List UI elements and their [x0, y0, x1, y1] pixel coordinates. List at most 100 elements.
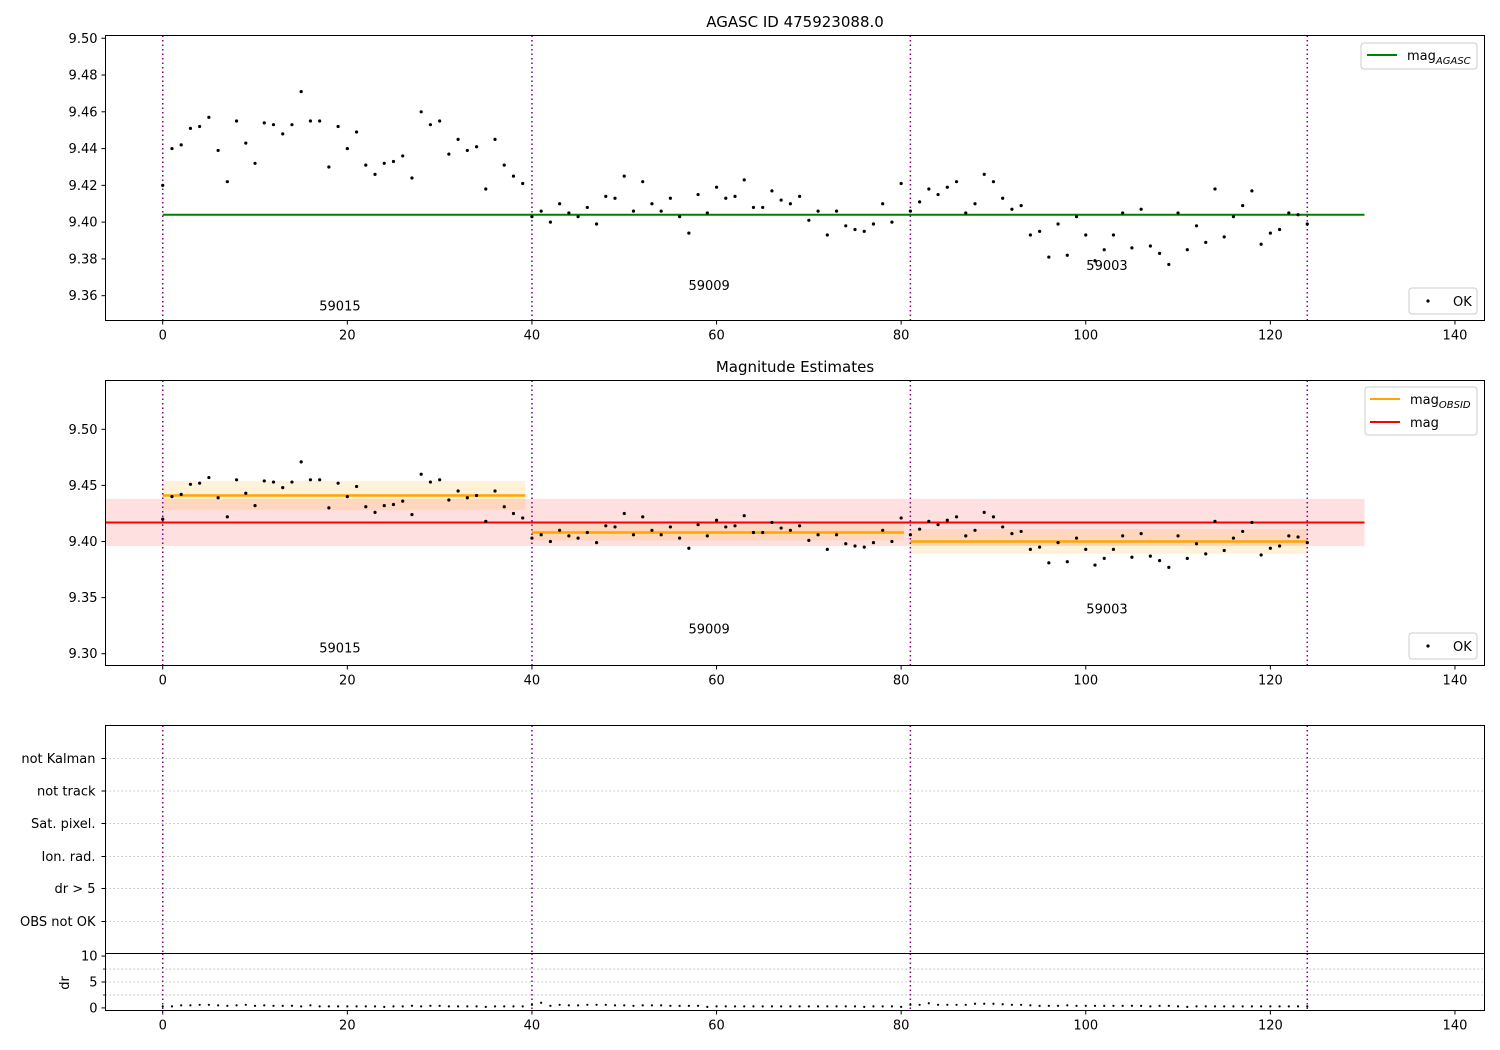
- dr-data-point: [346, 1005, 349, 1008]
- panel-magnitude-data-point: [1001, 525, 1005, 529]
- panel-agasc-title: AGASC ID 475923088.0: [706, 13, 884, 31]
- dr-data-point: [420, 1005, 423, 1008]
- dr-data-point: [1241, 1005, 1244, 1008]
- dr-data-point: [1195, 1005, 1198, 1008]
- dr-data-point: [1269, 1005, 1272, 1008]
- panel-agasc-data-point: [585, 205, 589, 210]
- dr-data-point: [244, 1003, 247, 1006]
- flag-label: not track: [37, 785, 96, 800]
- dr-data-point: [927, 1002, 930, 1005]
- panel-magnitude-data-point: [1102, 556, 1106, 560]
- panel-flags-axes: not Kalman not track Sat. pixel. Ion. rad. d…: [20, 752, 106, 930]
- panel-magnitude-data-point: [1185, 556, 1189, 560]
- panel-magnitude-data-point: [179, 492, 183, 496]
- dr-data-point: [364, 1005, 367, 1008]
- legend-frame: [1408, 632, 1478, 660]
- dr-data-point: [198, 1003, 201, 1006]
- panel-agasc-data-point: [1185, 248, 1189, 252]
- legend-ok-label: OK: [1453, 640, 1472, 655]
- panel-agasc-data-point: [798, 194, 802, 198]
- panel-magnitude-data-point: [447, 498, 451, 502]
- panel-agasc-data-point: [1148, 244, 1152, 248]
- panel-magnitude-data-point: [1277, 544, 1282, 548]
- panel-agasc-xtick-label: 140: [1443, 329, 1468, 344]
- dr-data-point: [226, 1004, 229, 1007]
- panel-agasc-data-point: [1222, 235, 1226, 239]
- panel-agasc-data-point: [548, 220, 552, 224]
- panel-agasc-frame: [105, 35, 1485, 321]
- panel-magnitude-data-point: [705, 534, 709, 538]
- panel-magnitude-data-point: [687, 546, 691, 550]
- panel-agasc-data-point: [964, 211, 968, 215]
- panel-magnitude-data-point: [1241, 529, 1245, 534]
- panel-magnitude-data-point: [308, 478, 313, 482]
- panel-magnitude-data-point: [188, 482, 193, 486]
- flag-label: not Kalman: [21, 752, 95, 767]
- dr-data-point: [678, 1004, 681, 1007]
- panel-agasc-data-point: [253, 161, 257, 165]
- panel-magnitude-data-point: [345, 495, 349, 499]
- panel-magnitude-frame: [105, 380, 1485, 666]
- panel-magnitude-data-point: [354, 484, 359, 489]
- panel-agasc-xtick-label: 20: [339, 329, 356, 344]
- dr-data-point: [780, 1005, 783, 1008]
- dr-data-point: [530, 1003, 534, 1006]
- panel-agasc-data-point: [539, 209, 543, 213]
- panel-magnitude-data-point: [585, 530, 589, 535]
- dr-data-point: [872, 1005, 875, 1008]
- panel-magnitude-data-point: [862, 545, 866, 549]
- panel-magnitude-data-point: [1093, 563, 1097, 567]
- panel-magnitude-data-point: [899, 516, 903, 520]
- dr-data-point: [826, 1005, 829, 1008]
- panel-magnitude-data-point: [954, 515, 959, 519]
- panel-agasc-data-point: [761, 205, 765, 210]
- panel-magnitude-data-point: [964, 534, 968, 538]
- panel-agasc-data-point: [1038, 229, 1042, 233]
- panel-magnitude-data-point: [788, 528, 792, 532]
- panel-agasc-data-point: [299, 89, 303, 94]
- panel-magnitude-axes: 0 20 40 60 80 100 120 140 9.30 9.35 9.40 9.45 9.50: [69, 423, 1468, 689]
- panel-agasc-ytick-label: 9.40: [69, 216, 98, 231]
- panel-magnitude-ytick-label: 9.40: [69, 535, 98, 550]
- panel-agasc-data-point: [696, 192, 700, 197]
- panel-dr-ytick-label: 10: [81, 950, 98, 965]
- panel-magnitude-data-point: [327, 506, 331, 510]
- panel-magnitude-data-point: [1047, 561, 1051, 565]
- panel-magnitude-data-point: [1074, 536, 1079, 540]
- dr-data-point: [217, 1004, 220, 1007]
- panel-agasc-obsid-label: 59015: [319, 299, 360, 314]
- dr-data-point: [706, 1005, 709, 1008]
- panel-magnitude-data-point: [336, 481, 340, 485]
- panel-magnitude-xtick-label: 40: [524, 674, 541, 689]
- panel-agasc-data-point: [1194, 224, 1199, 228]
- panel-magnitude-data-point: [364, 505, 368, 509]
- panel-magnitude-data-point: [281, 486, 285, 490]
- panel-agasc-data-point: [1259, 242, 1263, 246]
- panel-agasc-data-point: [502, 163, 506, 167]
- dr-data-point: [1093, 1004, 1097, 1007]
- panel-magnitude-data-point: [945, 518, 949, 522]
- panel-agasc-data-point: [742, 178, 746, 182]
- panel-magnitude-data-point: [207, 475, 211, 480]
- panel-magnitude-data-point: [779, 526, 783, 530]
- panel-agasc-data-point: [281, 132, 285, 136]
- panel-agasc-data-point: [1213, 187, 1217, 191]
- panel-magnitude-data-point: [438, 478, 442, 482]
- dr-data-point: [327, 1005, 330, 1008]
- panel-dr-xtick-label: 80: [893, 1019, 910, 1034]
- panel-magnitude-data-point: [936, 523, 940, 527]
- panel-magnitude-legend-ok: OK: [1408, 632, 1478, 660]
- panel-magnitude-legend-mags: magOBSID mag: [1364, 386, 1478, 436]
- panel-magnitude-data-point: [1130, 555, 1134, 559]
- panel-agasc-data-point: [576, 215, 580, 219]
- dr-data-point: [475, 1005, 478, 1008]
- dr-data-point: [1103, 1004, 1106, 1007]
- panel-agasc-xtick-label: 40: [524, 329, 541, 344]
- dr-data-point: [881, 1005, 884, 1008]
- panel-magnitude-obsid-label: 59015: [319, 642, 360, 657]
- panel-agasc-data-point: [982, 172, 986, 176]
- dr-data-point: [1186, 1005, 1189, 1008]
- panel-magnitude-ytick-label: 9.30: [69, 647, 98, 662]
- dr-data-point: [512, 1005, 515, 1008]
- panel-agasc-data-point: [807, 218, 811, 222]
